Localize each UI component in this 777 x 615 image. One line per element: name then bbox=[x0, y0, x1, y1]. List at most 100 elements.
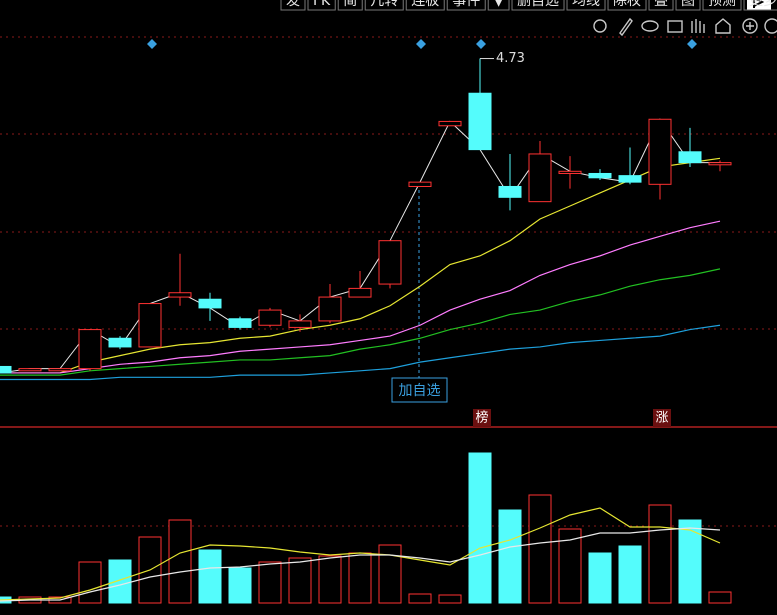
toolbar-button-frame bbox=[648, 0, 674, 11]
close-line bbox=[0, 118, 720, 374]
candle-body bbox=[528, 153, 552, 203]
volume-bar bbox=[258, 561, 282, 604]
candle-body bbox=[288, 320, 312, 328]
candle-body bbox=[168, 292, 192, 298]
tool-icons bbox=[593, 17, 777, 37]
moving-average bbox=[0, 324, 721, 381]
volume-bar bbox=[378, 544, 402, 604]
toolbar-button[interactable]: 发 bbox=[286, 0, 300, 9]
volume-average bbox=[0, 507, 721, 601]
candle-body bbox=[378, 240, 402, 285]
candle-body bbox=[258, 309, 282, 326]
candle-body bbox=[438, 120, 462, 127]
candle-body bbox=[108, 337, 132, 348]
diamond bbox=[476, 39, 486, 49]
hand-icon[interactable] bbox=[691, 19, 705, 33]
volume-bar bbox=[498, 509, 522, 604]
toolbar-button-frame bbox=[364, 0, 404, 11]
candle-body bbox=[678, 151, 702, 164]
toolbar-button-frame bbox=[743, 0, 777, 11]
watchlist-button-label: 加自选 bbox=[399, 383, 441, 399]
toolbar-button-frame bbox=[405, 0, 445, 11]
volume-average bbox=[0, 527, 721, 602]
diamond bbox=[687, 39, 697, 49]
toolbar-button[interactable]: 更多 bbox=[749, 0, 777, 9]
moving-average bbox=[0, 268, 721, 376]
volume-bar bbox=[348, 552, 372, 604]
volume-bar bbox=[528, 494, 552, 604]
moving-average bbox=[0, 220, 721, 374]
candle-body bbox=[228, 318, 252, 328]
lock-icon[interactable] bbox=[715, 18, 731, 34]
candle-body bbox=[348, 287, 372, 298]
marker-label: 涨 bbox=[655, 411, 668, 426]
candle-body bbox=[318, 296, 342, 322]
toolbar-button[interactable]: 几转 bbox=[370, 0, 398, 9]
eye-icon[interactable] bbox=[641, 20, 659, 32]
volume-bar bbox=[78, 561, 102, 604]
diamond bbox=[147, 39, 157, 49]
toolbar-button[interactable]: 连板 bbox=[411, 0, 439, 9]
toolbar-button-frame bbox=[446, 0, 486, 11]
candle-body bbox=[498, 185, 522, 198]
candle-body bbox=[408, 181, 432, 187]
watchlist-button[interactable] bbox=[391, 377, 448, 403]
toolbar-button[interactable]: 除权 bbox=[613, 0, 641, 9]
candle-body bbox=[708, 162, 732, 166]
volume-bar bbox=[318, 555, 342, 604]
toolbar-button[interactable]: 均线 bbox=[572, 0, 600, 9]
candle-body bbox=[198, 298, 222, 309]
volume-bar bbox=[198, 549, 222, 604]
candle-body bbox=[18, 368, 42, 372]
volume-bar bbox=[168, 519, 192, 604]
toolbar-button-frame bbox=[607, 0, 647, 11]
diamond bbox=[416, 39, 426, 49]
candle-body bbox=[78, 329, 102, 370]
toolbar-button[interactable]: 叠 bbox=[654, 0, 668, 9]
zoom-in-icon[interactable] bbox=[742, 18, 758, 34]
toolbar-button[interactable]: 简 bbox=[343, 0, 357, 9]
candle-body bbox=[48, 368, 72, 372]
zoom-out-icon[interactable] bbox=[764, 18, 777, 34]
box-icon[interactable] bbox=[667, 20, 683, 33]
volume-bar bbox=[288, 557, 312, 604]
toolbar-button[interactable]: 事件 bbox=[452, 0, 480, 9]
volume-bar bbox=[108, 559, 132, 604]
zoom-in-plus bbox=[746, 22, 754, 30]
candle-body bbox=[558, 170, 582, 174]
toolbar-button[interactable]: FK bbox=[313, 0, 331, 9]
candle-body bbox=[588, 172, 612, 179]
pen-icon[interactable] bbox=[619, 17, 633, 37]
volume-bar bbox=[228, 567, 252, 604]
moving-average bbox=[0, 157, 721, 374]
volume-bar bbox=[558, 528, 582, 604]
flag-button[interactable] bbox=[747, 0, 771, 10]
volume-bar bbox=[408, 593, 432, 604]
settings-icon[interactable] bbox=[593, 19, 607, 33]
volume-bar bbox=[468, 452, 492, 604]
volume-bar bbox=[618, 545, 642, 604]
candle-body bbox=[138, 303, 162, 348]
toolbar-button-frame bbox=[487, 0, 510, 11]
toolbar-button-frame bbox=[675, 0, 701, 11]
candle-body bbox=[618, 175, 642, 183]
candle-body bbox=[468, 92, 492, 151]
toolbar-button[interactable]: 图 bbox=[681, 0, 695, 9]
candle-body bbox=[0, 365, 12, 374]
toolbar-button[interactable]: 删自选 bbox=[517, 0, 559, 9]
toolbar-button[interactable]: 预测 bbox=[708, 0, 736, 9]
marker-badge bbox=[653, 409, 671, 427]
toolbar-button-frame bbox=[337, 0, 363, 11]
max-price-label: 4.73 bbox=[496, 51, 525, 66]
marker-badge bbox=[473, 409, 491, 427]
toolbar-button[interactable]: ▼ bbox=[493, 0, 504, 9]
volume-bar bbox=[588, 552, 612, 604]
volume-bar bbox=[708, 591, 732, 604]
volume-bar bbox=[438, 594, 462, 604]
flag-icon bbox=[753, 0, 765, 8]
volume-bar bbox=[648, 504, 672, 604]
signal-diamonds bbox=[147, 39, 697, 49]
volume-bar bbox=[678, 519, 702, 604]
toolbar-button-frame bbox=[280, 0, 306, 11]
